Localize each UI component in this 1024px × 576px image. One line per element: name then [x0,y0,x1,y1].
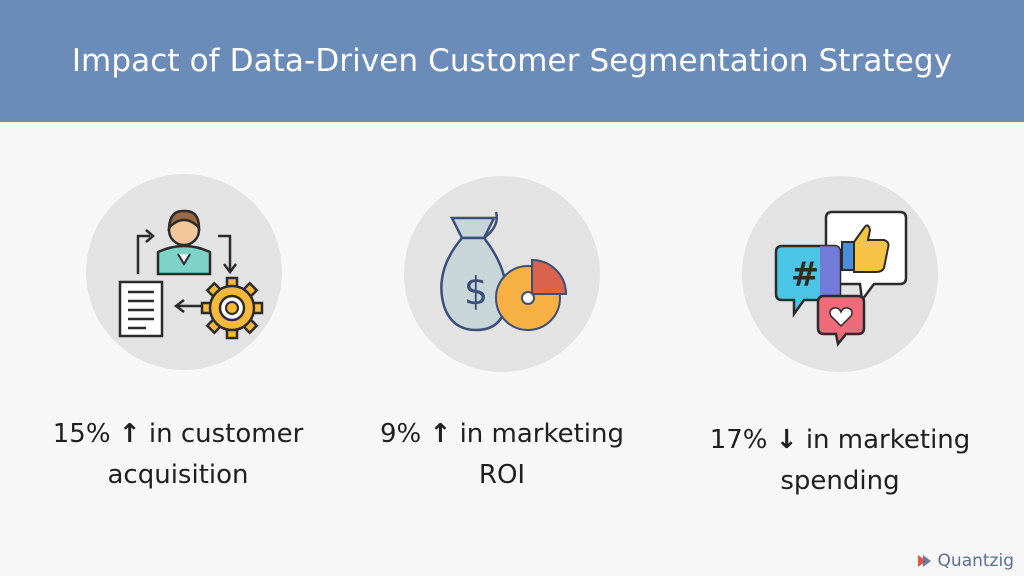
quantzig-logo-icon [917,555,931,567]
stat-text-3: 17% ↓ in marketing spending [690,420,990,502]
page-title: Impact of Data-Driven Customer Segmentat… [71,43,953,79]
stat-circle-2: $ [404,176,600,372]
customer-process-icon [118,209,264,340]
arrow-down-icon: ↓ [775,425,798,455]
stat-circle-1 [86,174,282,370]
stat-text-1: 15% ↑ in customer acquisition [28,414,328,496]
stat-label-line1: in customer [148,419,304,449]
svg-text:#: # [791,255,820,295]
arrow-up-icon: ↑ [118,419,141,449]
stat-circle-3: # [742,176,938,372]
money-pie-chart-icon: $ [440,211,568,332]
stat-value: 9% [379,419,422,449]
svg-text:$: $ [464,269,488,313]
brand-logo: Quantzig [917,551,1014,571]
stat-label-line1: in marketing [459,419,625,449]
stat-value: 17% [709,425,768,455]
social-media-icon: # [774,210,908,347]
header-banner: Impact of Data-Driven Customer Segmentat… [0,0,1024,122]
stat-label-line1: in marketing [805,425,971,455]
stat-label-line2: spending [780,466,900,496]
stat-label-line2: acquisition [107,460,249,490]
stat-label-line2: ROI [478,460,526,490]
stat-value: 15% [52,419,111,449]
brand-name: Quantzig [937,551,1014,571]
stat-text-2: 9% ↑ in marketing ROI [352,414,652,496]
arrow-up-icon: ↑ [429,419,452,449]
